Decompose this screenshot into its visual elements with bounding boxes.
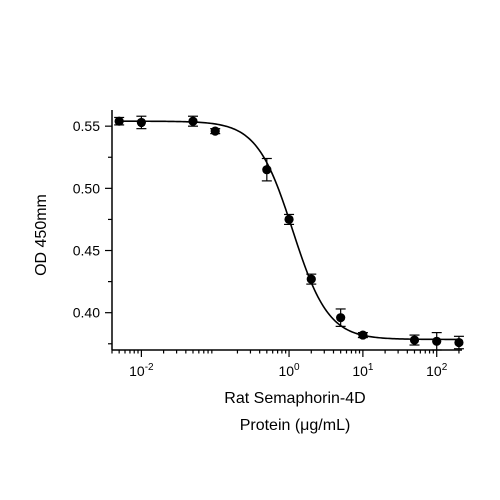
x-axis-title-line1: Rat Semaphorin-4D: [224, 390, 365, 407]
axis-labels-layer: Rat Semaphorin-4D Protein (μg/mL) OD 450…: [33, 194, 366, 434]
data-points-layer: [114, 115, 464, 351]
data-point: [306, 274, 316, 284]
y-tick-label: 0.50: [73, 180, 100, 196]
x-tick-label: 10-2: [129, 362, 154, 379]
data-point: [114, 116, 124, 126]
data-point: [136, 117, 146, 128]
x-axis-title-line2: Protein (μg/mL): [240, 417, 351, 434]
data-point: [409, 335, 420, 345]
fit-curve-line: [119, 120, 459, 341]
x-tick-label: 102: [426, 362, 448, 379]
y-ticks-layer: 0.40 0.45 0.50 0.55: [73, 118, 112, 345]
y-tick-label: 0.40: [73, 305, 100, 321]
x-tick-label: 101: [352, 362, 374, 379]
axes-layer: [111, 110, 462, 351]
data-point: [188, 116, 198, 126]
fit-curve-layer: [119, 120, 459, 341]
y-axis-title: OD 450mm: [33, 194, 50, 276]
data-point: [432, 336, 442, 346]
data-point: [336, 313, 346, 323]
x-tick-label: 100: [278, 362, 300, 379]
data-point: [358, 330, 368, 340]
data-point: [210, 126, 220, 136]
data-point: [262, 165, 272, 175]
y-tick-label: 0.45: [73, 243, 100, 259]
x-ticks-layer: 10-2 100 101 102: [111, 350, 460, 379]
data-point: [454, 337, 464, 348]
data-point: [284, 214, 294, 225]
y-tick-label: 0.55: [73, 118, 100, 134]
